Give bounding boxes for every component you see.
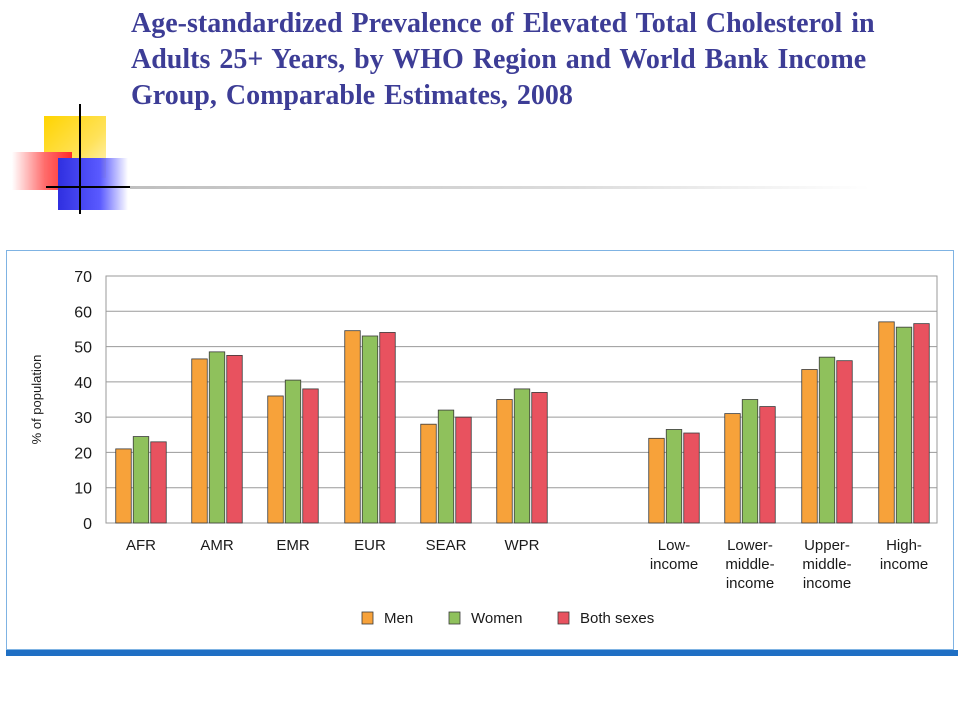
legend-label: Men xyxy=(384,610,413,627)
bar-both-sexes xyxy=(150,441,167,524)
x-category-label: EMR xyxy=(276,537,310,554)
y-tick-label: 50 xyxy=(74,340,92,357)
legend-label: Women xyxy=(471,610,522,627)
legend-swatch xyxy=(448,611,461,625)
y-tick-label: 40 xyxy=(74,375,92,392)
y-tick-label: 70 xyxy=(74,269,92,286)
legend-swatch xyxy=(361,611,374,625)
y-tick-label: 30 xyxy=(74,410,92,427)
y-tick-label: 10 xyxy=(74,481,92,498)
y-tick-label: 0 xyxy=(83,516,92,533)
x-category-label: AMR xyxy=(200,537,234,554)
x-category-label: WPR xyxy=(505,537,540,554)
bar-men xyxy=(191,358,208,524)
bar-men xyxy=(648,437,665,524)
y-axis-title: % of population xyxy=(29,355,44,445)
bar-both-sexes xyxy=(759,406,776,524)
bar-both-sexes xyxy=(531,392,548,524)
bar-women xyxy=(437,409,455,524)
bar-women xyxy=(818,356,836,524)
title-underline xyxy=(130,186,870,189)
bar-men xyxy=(496,399,513,524)
bar-chart: 0 10 20 30 40 50 60 70 % of population AFR AMR EMR E… xyxy=(29,269,938,627)
x-category-label: SEAR xyxy=(426,537,467,554)
bar-women xyxy=(284,379,302,524)
x-category-label: EUR xyxy=(354,537,386,554)
bar-women xyxy=(741,399,759,524)
bar-both-sexes xyxy=(455,416,472,524)
bar-both-sexes xyxy=(683,432,700,524)
x-category-label: Lower-middle-income xyxy=(725,537,774,592)
bar-both-sexes xyxy=(302,388,319,524)
decorative-horizontal-line xyxy=(46,186,132,188)
bar-men xyxy=(801,369,818,524)
slide-title: Age-standardized Prevalence of Elevated … xyxy=(131,8,875,111)
bar-both-sexes xyxy=(913,323,930,524)
x-category-label: AFR xyxy=(126,537,156,554)
bar-both-sexes xyxy=(379,332,396,524)
bar-men xyxy=(420,423,437,524)
bar-women xyxy=(665,429,683,524)
bar-women xyxy=(361,335,379,524)
bar-women xyxy=(513,388,531,524)
bar-women xyxy=(895,326,913,524)
bar-men xyxy=(344,330,361,524)
y-tick-label: 60 xyxy=(74,304,92,321)
bar-both-sexes xyxy=(836,360,853,524)
y-tick-label: 20 xyxy=(74,445,92,462)
bar-men xyxy=(267,395,284,524)
x-category-label: Upper-middle-income xyxy=(802,537,851,592)
x-category-label: High-income xyxy=(880,537,928,573)
decorative-vertical-line xyxy=(79,104,81,214)
bar-men xyxy=(724,413,741,524)
bar-women xyxy=(208,351,226,524)
legend-label: Both sexes xyxy=(580,610,654,627)
bar-both-sexes xyxy=(226,354,243,524)
bar-men xyxy=(878,321,895,524)
legend-swatch xyxy=(557,611,570,625)
decorative-blue-square xyxy=(58,158,128,210)
chart-bottom-bar xyxy=(6,650,958,656)
x-category-label: Low-income xyxy=(650,537,698,573)
bar-men xyxy=(115,448,132,524)
bar-women xyxy=(132,436,150,524)
